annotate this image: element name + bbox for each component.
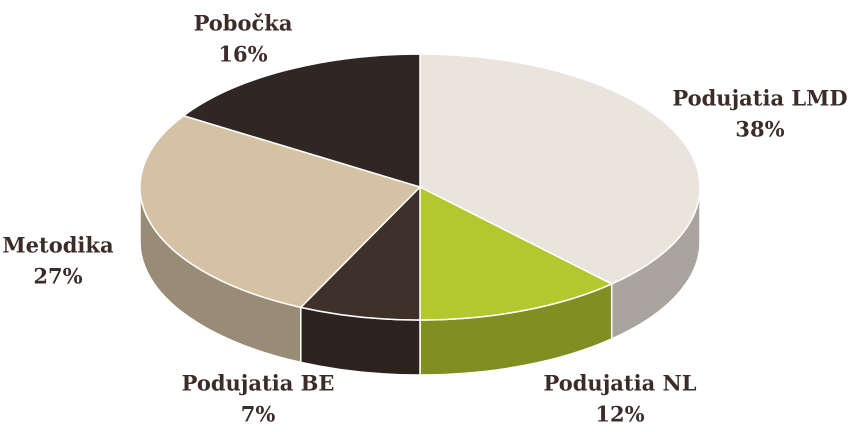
slice-label: Podujatia BE bbox=[182, 371, 335, 396]
slice-label: Metodika bbox=[2, 233, 114, 258]
pie-slice bbox=[181, 53, 421, 189]
slice-value-label: 38% bbox=[735, 117, 784, 142]
slice-label: Podujatia NL bbox=[544, 371, 697, 396]
slice-value-label: 12% bbox=[595, 402, 644, 427]
pie-slice bbox=[419, 53, 701, 285]
pie-slice bbox=[139, 114, 422, 309]
slice-label: Podujatia LMD bbox=[672, 86, 847, 111]
slice-value-label: 27% bbox=[33, 264, 82, 289]
slice-value-label: 7% bbox=[241, 402, 276, 427]
slice-label: Pobočka bbox=[194, 11, 293, 36]
slice-value-label: 16% bbox=[218, 42, 267, 67]
pie-slice bbox=[419, 185, 614, 321]
pie-slice bbox=[299, 185, 421, 321]
